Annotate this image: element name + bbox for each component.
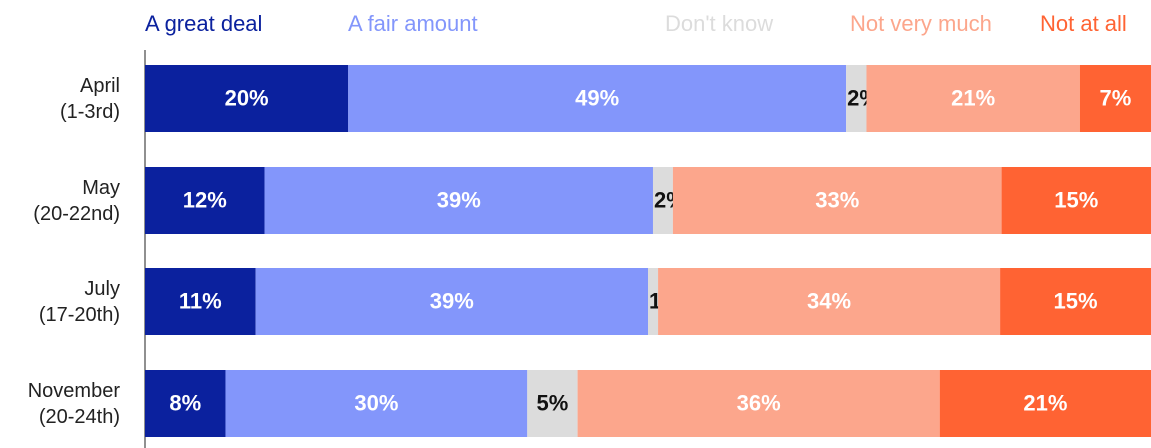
value-label: 8% — [169, 390, 201, 415]
bar-segment — [145, 268, 256, 335]
value-label: 15% — [1054, 288, 1098, 313]
bar-segment — [648, 268, 659, 335]
value-label: 49% — [575, 85, 619, 110]
bar-segment — [1000, 268, 1151, 335]
bar-segment — [672, 167, 1002, 234]
legend-label: A fair amount — [348, 11, 478, 36]
bar-segment — [225, 370, 528, 437]
bar-segment — [527, 370, 578, 437]
legend-label: Not at all — [1040, 11, 1127, 36]
value-label: 12% — [183, 187, 227, 212]
category-label: May (20-22nd) — [33, 176, 120, 225]
value-label: 39% — [437, 187, 481, 212]
bar-segment — [939, 370, 1151, 437]
category-label: November (20-24th) — [27, 379, 120, 428]
legend-label: Not very much — [850, 11, 992, 36]
bar-segment — [658, 268, 1001, 335]
bar-segment — [577, 370, 940, 437]
legend-label: Don't know — [665, 11, 773, 36]
value-label: 36% — [737, 390, 781, 415]
value-label: 11% — [179, 288, 222, 313]
value-label: 21% — [1023, 390, 1067, 415]
bar-segment — [145, 167, 265, 234]
value-label: 34% — [807, 288, 851, 313]
bar-segment — [1001, 167, 1151, 234]
bar-segment — [348, 65, 847, 132]
bar-segment — [145, 370, 226, 437]
value-label: 20% — [225, 85, 269, 110]
legend-label: A great deal — [145, 11, 262, 36]
value-label: 39% — [430, 288, 474, 313]
bar-segment — [264, 167, 653, 234]
value-label: 15% — [1054, 187, 1098, 212]
bar-segment — [866, 65, 1080, 132]
value-label: 7% — [1100, 85, 1132, 110]
bar-segment — [255, 268, 648, 335]
category-label: April (1-3rd) — [59, 74, 120, 123]
bar-segment — [145, 65, 349, 132]
value-label: 30% — [354, 390, 398, 415]
category-label: July (17-20th) — [38, 277, 120, 326]
bar-segment — [846, 65, 867, 132]
value-label: 21% — [951, 85, 995, 110]
value-label: 33% — [815, 187, 859, 212]
value-label: 5% — [537, 390, 569, 415]
bar-segment — [652, 167, 673, 234]
bar-segment — [1079, 65, 1151, 132]
